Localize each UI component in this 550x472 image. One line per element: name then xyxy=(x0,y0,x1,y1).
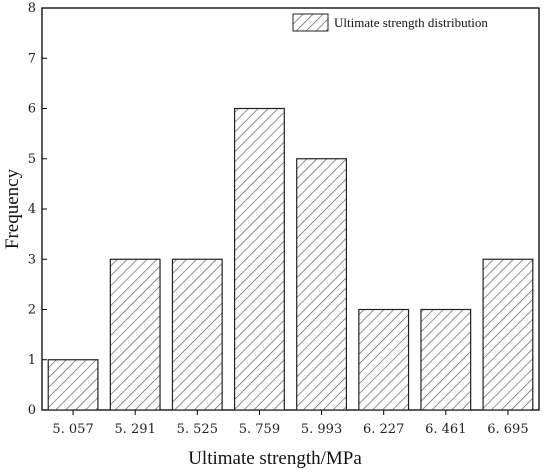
bar xyxy=(482,258,534,411)
y-tick-label: 3 xyxy=(28,252,36,267)
bar xyxy=(233,107,285,411)
x-tick-label: 5. 291 xyxy=(115,422,156,437)
bar xyxy=(420,308,472,411)
y-tick-label: 2 xyxy=(28,303,36,318)
bar xyxy=(47,359,99,411)
bars xyxy=(47,107,534,411)
y-tick-label: 5 xyxy=(28,152,36,167)
x-tick-label: 5. 759 xyxy=(239,422,280,437)
y-axis-title: Frequency xyxy=(2,168,23,249)
legend-swatch xyxy=(292,13,329,32)
y-axis: 0 1 2 3 4 5 6 7 8 xyxy=(28,1,47,418)
x-tick-label: 5. 057 xyxy=(52,422,93,437)
x-tick-label: 6. 461 xyxy=(425,422,466,437)
x-axis-title: Ultimate strength/MPa xyxy=(188,448,362,469)
y-tick-label: 4 xyxy=(28,202,36,217)
y-tick-label: 8 xyxy=(28,1,36,16)
bar xyxy=(171,258,223,411)
legend-label: Ultimate strength distribution xyxy=(334,15,488,30)
bar xyxy=(358,308,410,411)
x-tick-label: 5. 993 xyxy=(301,422,342,437)
x-tick-label: 5. 525 xyxy=(177,422,218,437)
y-tick-label: 1 xyxy=(28,353,36,368)
bar xyxy=(109,258,161,411)
bar xyxy=(296,158,348,411)
x-tick-label: 6. 227 xyxy=(363,422,404,437)
y-tick-label: 0 xyxy=(28,403,36,418)
legend: Ultimate strength distribution xyxy=(292,13,488,32)
x-axis: 5. 057 5. 291 5. 525 5. 759 5. 993 6. 227 6. 4… xyxy=(52,410,529,437)
y-tick-label: 6 xyxy=(28,102,36,117)
y-tick-label: 7 xyxy=(28,51,36,66)
x-tick-label: 6. 695 xyxy=(487,422,528,437)
